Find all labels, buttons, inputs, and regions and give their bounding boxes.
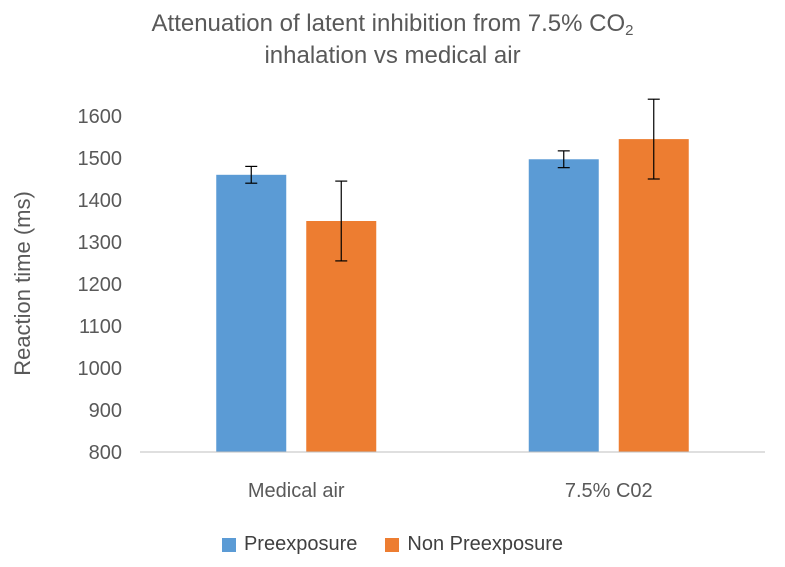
legend: Preexposure Non Preexposure (0, 533, 785, 556)
y-tick-label: 1200 (78, 274, 123, 296)
chart-title-line-2: inhalation vs medical air (264, 42, 521, 69)
bar-non-preexposure-1 (618, 139, 689, 452)
chart-title: Attenuation of latent inhibition from 7.… (0, 8, 785, 72)
chart-title-line-1: Attenuation of latent inhibition from 7.… (151, 10, 634, 39)
y-tick-label: 1500 (78, 148, 123, 170)
y-axis-label: Reaction time (ms) (10, 191, 35, 376)
y-tick-label: 1600 (78, 106, 123, 128)
legend-item-non-preexposure: Non Preexposure (385, 533, 563, 556)
x-tick-label: 7.5% C02 (565, 480, 653, 502)
legend-item-preexposure: Preexposure (221, 533, 358, 556)
y-tick-label: 800 (89, 442, 122, 464)
y-tick-label: 1000 (78, 358, 123, 380)
bar-preexposure-0 (216, 174, 287, 453)
legend-swatch-non-preexposure (385, 537, 400, 552)
legend-label-preexposure: Preexposure (243, 533, 358, 555)
y-tick-label: 1300 (78, 232, 123, 254)
y-tick-label: 1100 (79, 316, 122, 338)
legend-label-non-preexposure: Non Preexposure (407, 533, 564, 555)
y-tick-label: 900 (89, 400, 122, 422)
x-tick-label: Medical air (248, 480, 345, 502)
legend-swatch-preexposure (221, 537, 236, 552)
bar-preexposure-1 (528, 159, 599, 452)
y-tick-label: 1400 (78, 190, 123, 212)
